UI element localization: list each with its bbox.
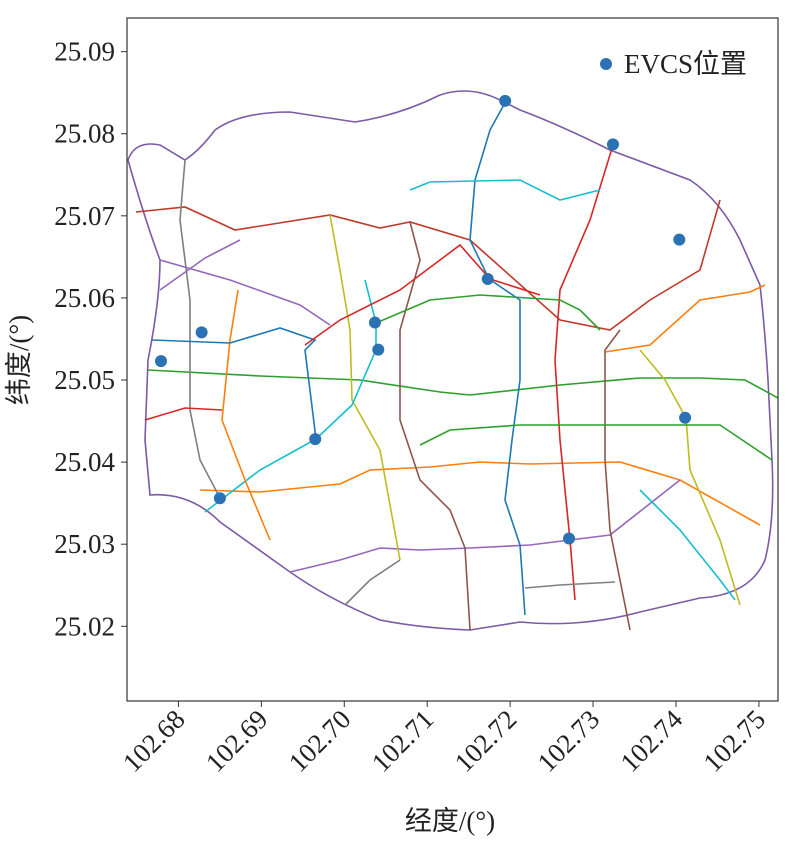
road [409, 179, 601, 201]
station-point [563, 532, 576, 545]
road [604, 329, 631, 631]
road [147, 369, 778, 399]
road [151, 327, 317, 440]
road [159, 239, 331, 326]
road [179, 159, 221, 499]
y-tick-label: 25.09 [54, 37, 115, 67]
station-point [195, 326, 208, 339]
road [375, 294, 601, 331]
road [199, 461, 761, 526]
x-tick-label: 102.75 [697, 704, 771, 778]
road [399, 221, 471, 631]
road [604, 284, 766, 353]
y-tick-label: 25.07 [54, 201, 115, 231]
x-tick-label: 102.68 [117, 704, 191, 778]
y-tick-label: 25.08 [54, 119, 115, 149]
y-tick-label: 25.05 [54, 365, 115, 395]
road [469, 100, 526, 616]
x-tick-label: 102.69 [200, 704, 274, 778]
legend-label: EVCS位置 [624, 49, 747, 79]
station-point [606, 138, 619, 151]
road [144, 407, 223, 421]
road [329, 214, 401, 561]
road-network [127, 90, 778, 631]
plot-frame [126, 17, 779, 702]
x-axis-label: 经度/(°) [405, 806, 495, 836]
x-tick-label: 102.72 [449, 704, 523, 778]
station-point [155, 355, 168, 368]
road [344, 559, 616, 606]
station-point [213, 492, 226, 505]
station-point [309, 433, 322, 446]
y-tick-label: 25.03 [54, 529, 115, 559]
road [127, 90, 774, 631]
road [289, 479, 681, 573]
legend-marker [600, 58, 612, 70]
station-point [499, 94, 512, 107]
y-tick-label: 25.02 [54, 611, 115, 641]
station-point [679, 411, 692, 424]
y-tick-label: 25.04 [54, 447, 115, 477]
y-axis-label: 纬度/(°) [4, 315, 34, 405]
station-point [372, 343, 385, 356]
x-tick-label: 102.73 [532, 704, 606, 778]
x-tick-label: 102.71 [366, 704, 440, 778]
road [639, 349, 741, 606]
road [135, 199, 721, 331]
road [304, 243, 541, 346]
station-point [481, 273, 494, 286]
x-tick-label: 102.70 [283, 704, 357, 778]
road [419, 424, 773, 461]
x-tick-label: 102.74 [615, 704, 689, 778]
station-point [368, 316, 381, 329]
station-point [673, 233, 686, 246]
road [639, 489, 736, 601]
y-tick-label: 25.06 [54, 283, 115, 313]
road [221, 289, 271, 541]
